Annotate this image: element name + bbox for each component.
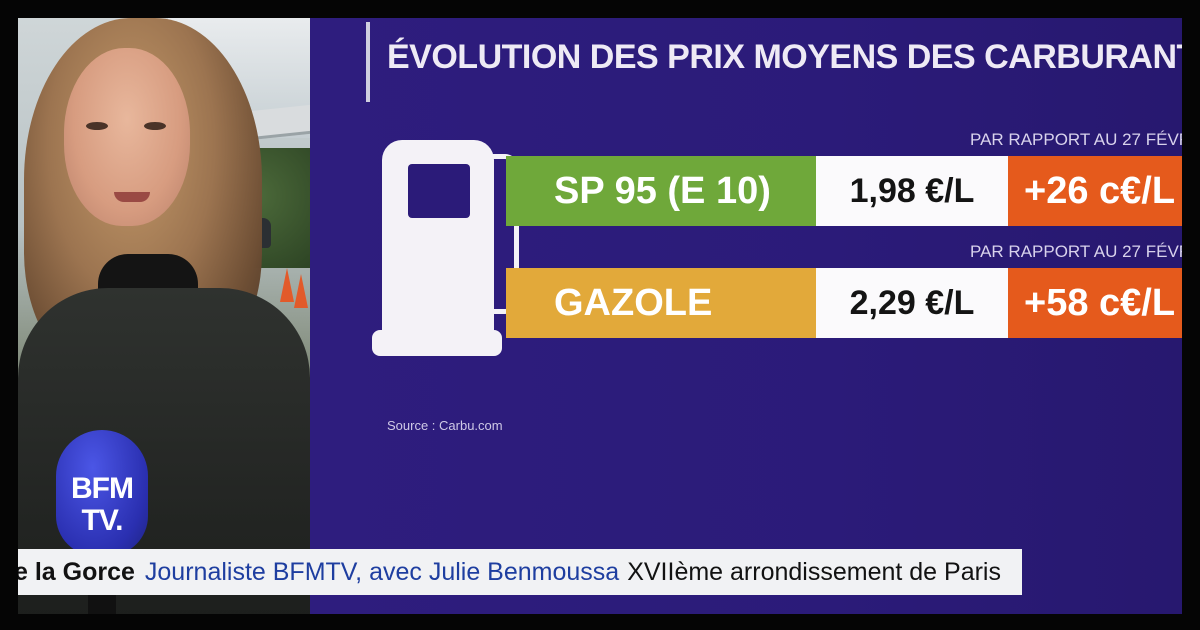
traffic-cone (294, 274, 308, 308)
broadcast-screen: BFM TV. ÉVOLUTION DES PRIX MOYENS DES CA… (18, 18, 1182, 614)
reporter-eye (86, 122, 108, 130)
pump-base (372, 330, 502, 356)
fuel-pump-icon (372, 140, 522, 356)
mic-logo-line1: BFM (71, 472, 134, 505)
reporter-video: BFM TV. (18, 18, 310, 614)
reporter-mouth (114, 192, 150, 202)
reporter-role: Journaliste BFMTV, avec Julie Benmoussa (144, 557, 620, 586)
fuel-price: 2,29 €/L (816, 268, 1008, 338)
price-row-gazole: GAZOLE 2,29 €/L +58 c€/L (506, 268, 1182, 338)
fuel-price: 1,98 €/L (816, 156, 1008, 226)
title-divider (366, 22, 370, 102)
price-change: +58 c€/L (1008, 268, 1182, 338)
comparison-note: PAR RAPPORT AU 27 FÉVRI (970, 242, 1182, 261)
lower-third-banner: e la Gorce Journaliste BFMTV, avec Julie… (18, 549, 1022, 595)
pump-window (408, 164, 470, 218)
fuel-name: GAZOLE (506, 268, 816, 338)
reporter-face (64, 48, 190, 226)
price-row-sp95: SP 95 (E 10) 1,98 €/L +26 c€/L (506, 156, 1182, 226)
comparison-note: PAR RAPPORT AU 27 FÉVRI (970, 130, 1182, 149)
reporter-eye (144, 122, 166, 130)
bfmtv-microphone: BFM TV. (56, 430, 148, 556)
pump-hose (492, 154, 519, 314)
fuel-name: SP 95 (E 10) (506, 156, 816, 226)
fuel-price-graphic: ÉVOLUTION DES PRIX MOYENS DES CARBURANTS… (310, 18, 1182, 614)
price-change: +26 c€/L (1008, 156, 1182, 226)
report-location: XVIIème arrondissement de Paris (627, 557, 1001, 586)
graphic-title: ÉVOLUTION DES PRIX MOYENS DES CARBURANTS (387, 38, 1182, 76)
data-source: Source : Carbu.com (387, 418, 503, 433)
reporter-name: e la Gorce (18, 557, 135, 586)
mic-logo-line2: TV. (81, 504, 124, 537)
traffic-cone (280, 268, 294, 302)
